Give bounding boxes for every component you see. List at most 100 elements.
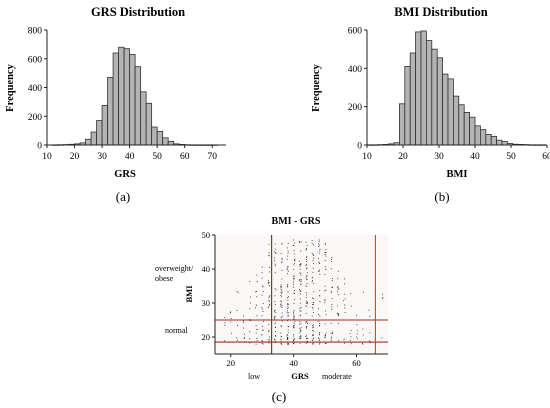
panel-c-point — [281, 258, 283, 260]
panel-c-point — [286, 312, 288, 314]
panel-c-point — [274, 288, 276, 290]
panel-c-point — [231, 332, 233, 334]
panel-c-point — [286, 268, 288, 270]
panel-c-point — [318, 334, 320, 336]
panel-c-point — [300, 279, 302, 280]
panel-c-point — [293, 324, 295, 326]
panel-c-point — [224, 317, 226, 318]
panel-b-bar — [398, 103, 406, 146]
panel-c-point — [319, 269, 321, 271]
panel-b-x-tick-label: 60 — [542, 152, 550, 162]
panel-b-bar — [458, 104, 465, 146]
panel-c-point — [306, 278, 308, 280]
panel-b-bar — [496, 139, 503, 146]
panel-c-point — [286, 310, 288, 312]
panel-c-point — [382, 293, 384, 295]
panel-c-point — [287, 250, 289, 252]
panel-a-y-tick-label: 400 — [28, 84, 43, 94]
panel-c-point — [268, 300, 270, 302]
panel-b-x-tick-label: 20 — [398, 152, 408, 162]
panel-a-y-tick-label: 600 — [28, 55, 43, 65]
panel-c-point — [299, 338, 301, 340]
panel-c-point — [293, 292, 295, 294]
panel-c-point — [344, 304, 345, 306]
panel-c-point — [338, 313, 339, 315]
panel-c-point — [267, 280, 269, 282]
panel-c-point — [274, 257, 275, 259]
panel-c-point — [318, 262, 320, 264]
panel-c-point — [305, 334, 307, 336]
panel-c-point — [274, 310, 276, 311]
panel-c-point — [262, 286, 264, 288]
panel-c-point — [344, 307, 346, 309]
panel-c-point — [330, 290, 332, 292]
panel-c-point — [311, 281, 313, 283]
panel-b-bar — [447, 78, 454, 146]
panel-c-point — [344, 342, 346, 344]
panel-c-point — [306, 244, 308, 246]
panel-a-ylabel: Frequency — [5, 63, 16, 111]
panel-c-point — [324, 323, 326, 325]
panel-c-point — [312, 326, 314, 328]
panel-c-point — [268, 300, 270, 301]
panel-c-point — [293, 325, 295, 327]
panel-c-point — [299, 332, 301, 334]
panel-c-point — [280, 301, 282, 303]
panel-c-point — [324, 285, 326, 287]
panel-c-label: (c) — [272, 389, 286, 404]
panel-c-point — [261, 294, 263, 296]
panel-c-point — [293, 340, 294, 342]
panel-c-point — [224, 325, 226, 326]
panel-a-xlabel: GRS — [114, 169, 136, 180]
panel-c-point — [299, 323, 301, 325]
panel-c-point — [305, 322, 307, 324]
panel-c-point — [331, 332, 333, 334]
panel-c-point — [280, 285, 282, 287]
panel-c-point — [324, 343, 326, 344]
panel-c-point — [331, 298, 333, 299]
panel-c-point — [319, 332, 321, 334]
panel-c-point — [274, 295, 276, 297]
panel-c-point — [312, 303, 313, 305]
panel-c-point — [230, 321, 232, 323]
panel-c-point — [312, 267, 314, 269]
panel-c-point — [224, 340, 225, 342]
panel-c-point — [331, 256, 333, 258]
panel-c-ylabel: BMI — [184, 285, 194, 303]
panel-a-x-tick-label: 40 — [125, 152, 135, 162]
panel-b-label: (b) — [434, 189, 449, 204]
panel-a-y-tick-label: 800 — [28, 27, 43, 37]
panel-c-point — [306, 256, 308, 258]
panel-c-point — [306, 321, 308, 323]
panel-c-point — [305, 291, 307, 293]
panel-c-point — [305, 327, 307, 329]
panel-c-point — [311, 242, 313, 244]
panel-c-point — [299, 290, 301, 292]
panel-c-point — [312, 333, 314, 335]
panel-c-point — [305, 305, 307, 307]
panel-c-point — [300, 335, 302, 337]
panel-c-point — [281, 343, 282, 345]
panel-c-point — [305, 326, 307, 328]
panel-c-point — [299, 260, 301, 262]
panel-c-point — [312, 339, 313, 341]
panel-c-point — [261, 340, 263, 342]
panel-c-point — [262, 308, 263, 310]
panel-c-point — [331, 308, 333, 310]
panel-c-point — [256, 280, 258, 282]
annotation-normal: normal — [165, 326, 188, 335]
panel-c-point — [236, 309, 238, 311]
panel-c-point — [286, 339, 288, 341]
panel-c-point — [261, 329, 263, 331]
panel-c-point — [293, 284, 294, 286]
panel-c-point — [287, 242, 289, 244]
panel-c-point — [305, 297, 307, 298]
panel-c-point — [287, 338, 289, 340]
panel-a-bar — [145, 102, 153, 146]
panel-a-x-tick-label: 60 — [180, 152, 190, 162]
panel-c-point — [305, 259, 307, 260]
panel-c-point — [293, 314, 295, 316]
panel-c-point — [312, 343, 314, 345]
panel-c-point — [350, 343, 352, 345]
